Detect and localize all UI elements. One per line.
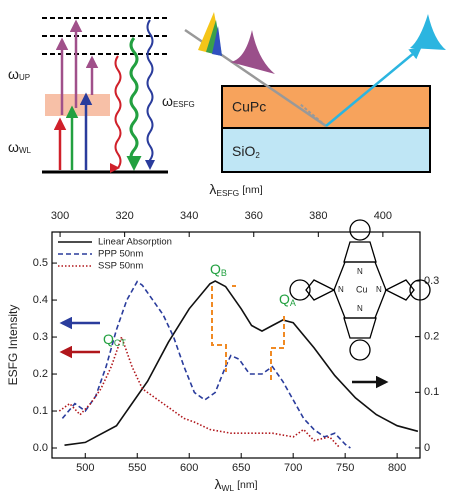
atom-label: N <box>376 285 382 294</box>
x-tick-label: 700 <box>284 462 302 474</box>
annotation-main: Q <box>210 261 221 277</box>
atom-label: N <box>357 304 363 313</box>
x2-axis-label-sub: ESFG <box>216 188 239 198</box>
x-tick-label: 750 <box>336 462 354 474</box>
annotation-line <box>212 286 226 372</box>
y-tick-label: 0.1 <box>33 405 48 417</box>
x2-tick-label: 320 <box>115 210 133 222</box>
series-line <box>62 282 350 448</box>
pulse <box>230 30 275 74</box>
y-tick-label: 0.4 <box>33 294 48 306</box>
x-tick-label: 600 <box>180 462 198 474</box>
annotation-sub: A <box>290 298 296 308</box>
annotation-sub: B <box>221 268 227 278</box>
atom-label: N <box>338 285 344 294</box>
y2-tick-label: 0.2 <box>424 331 439 343</box>
omega-up: ωUP <box>8 66 30 82</box>
y-axis-label: ESFG Intensity <box>6 305 20 386</box>
film-label: CuPc <box>232 99 266 115</box>
ring <box>350 220 370 240</box>
omega-wl: ωWL <box>8 139 31 155</box>
annotation: QA <box>279 291 296 309</box>
x-axis-label-sub: WL <box>222 483 235 493</box>
x-tick-label: 550 <box>128 462 146 474</box>
ring <box>344 242 376 262</box>
x2-tick-label: 400 <box>374 210 392 222</box>
wavy-arrow <box>116 56 121 168</box>
y-tick-label: 0.5 <box>33 257 48 269</box>
annotation-main: Q <box>103 331 114 347</box>
chart: 500 550 600 650 700 750 800 300 320 340 360 380 400 0… <box>6 181 439 493</box>
x2-axis-label-symbol: λ <box>209 181 216 197</box>
y-tick-label: 0.2 <box>33 368 48 380</box>
wavy-arrow <box>148 20 153 168</box>
series-line <box>59 337 340 448</box>
x2-tick-label: 380 <box>309 210 327 222</box>
legend-label: SSP 50nm <box>98 261 143 272</box>
x-tick-label: 500 <box>76 462 94 474</box>
metal-label: Cu <box>356 284 368 294</box>
x-tick-label: 650 <box>232 462 250 474</box>
ring <box>290 280 310 300</box>
energy-diagram: ωUP ωWL ωESFG <box>8 18 195 172</box>
ring <box>344 318 376 338</box>
sample-diagram: CuPc SiO2 <box>185 12 446 172</box>
y2-tick-label: 0.3 <box>424 275 439 287</box>
legend-label: Linear Absorption <box>98 237 172 248</box>
wavy-arrow <box>131 38 137 168</box>
annotation-sub: CT <box>114 338 126 348</box>
x2-tick-label: 340 <box>180 210 198 222</box>
y2-tick-label: 0.1 <box>424 386 439 398</box>
x2-tick-label: 360 <box>245 210 263 222</box>
x2-axis-label: λESFG[nm] <box>209 181 262 199</box>
band <box>45 94 110 116</box>
x-axis-label: λWL[nm] <box>215 476 258 493</box>
atom-label: N <box>357 267 363 276</box>
x2-tick-label: 300 <box>51 210 69 222</box>
annotation: QB <box>210 261 227 279</box>
ring <box>350 340 370 360</box>
x-axis-label-unit: [nm] <box>237 479 258 491</box>
omega-esfg: ωESFG <box>162 93 195 109</box>
pulse <box>410 14 446 50</box>
x-tick-label: 800 <box>388 462 406 474</box>
molecule-labels: Cu N N N N <box>338 267 382 313</box>
annotation-main: Q <box>279 291 290 307</box>
figure: ωUP ωWL ωESFG CuPc SiO2 Cu N N N N <box>0 0 455 493</box>
x-axis-label-symbol: λ <box>215 476 222 492</box>
y2-tick-label: 0 <box>424 442 430 454</box>
y-tick-label: 0.3 <box>33 331 48 343</box>
x2-axis-label-unit: [nm] <box>242 184 263 196</box>
legend-label: PPP 50nm <box>98 249 143 260</box>
y-tick-label: 0.0 <box>33 442 48 454</box>
